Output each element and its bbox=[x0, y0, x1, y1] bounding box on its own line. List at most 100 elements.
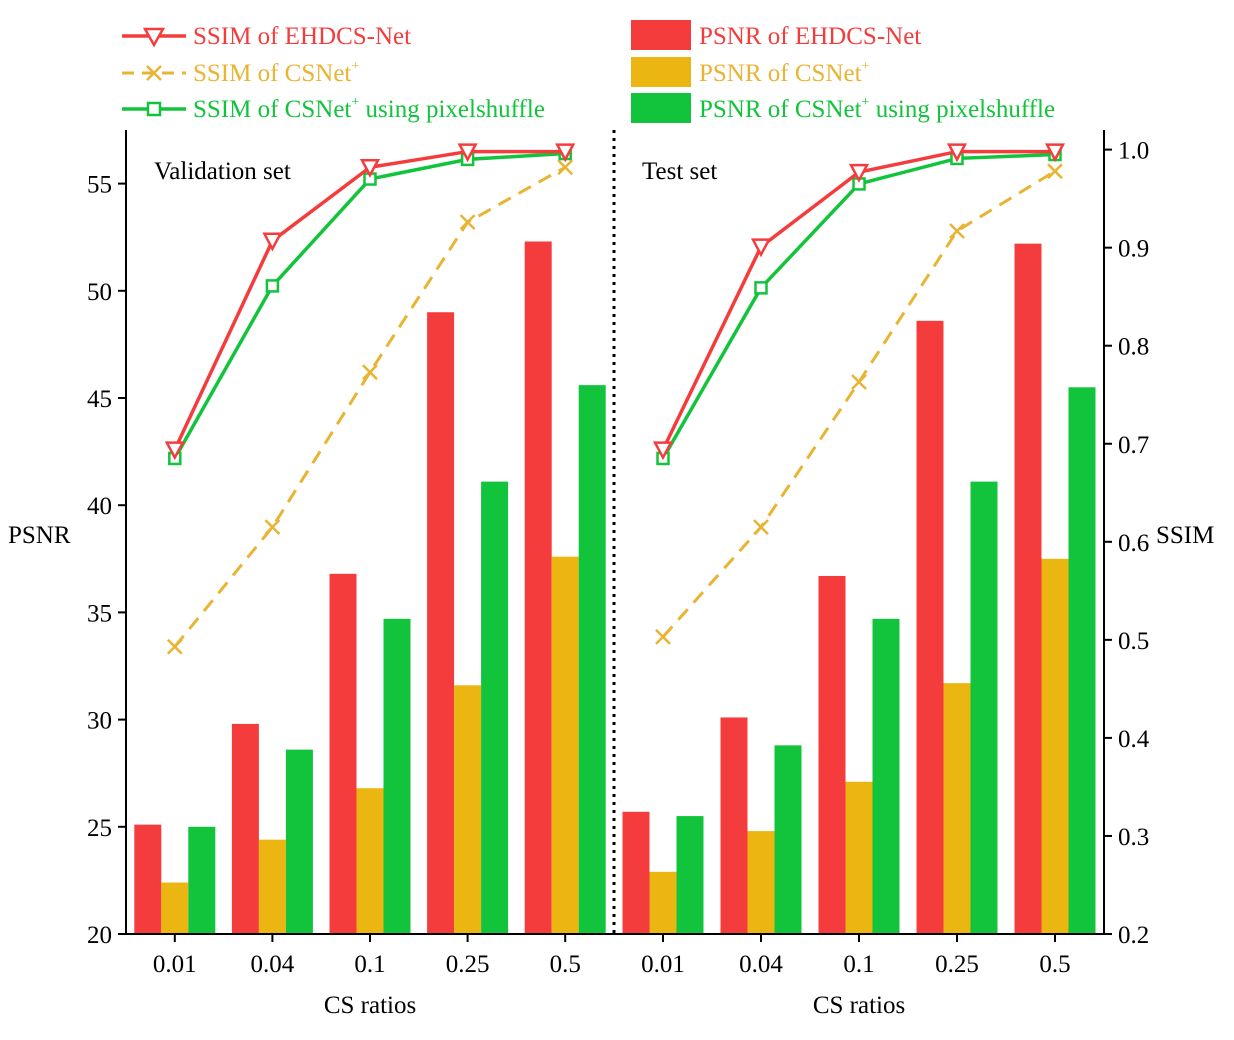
legend-label-ssim-pixelshuffle: SSIM of CSNet+ using pixelshuffle bbox=[193, 95, 545, 123]
line-ssim-csnet-point-1-2 bbox=[851, 374, 867, 390]
line-ssim-ehdcs-0 bbox=[173, 149, 566, 451]
line-ssim-ehdcs-point-0-4 bbox=[555, 143, 576, 163]
y-tick-label-2: 30 bbox=[87, 708, 112, 735]
y2-tick-label-0: 0.2 bbox=[1118, 922, 1149, 949]
line-ssim-pixelshuffle-point-1-1 bbox=[754, 281, 768, 295]
line-ssim-pixelshuffle-point-0-1 bbox=[265, 279, 280, 293]
line-ssim-ehdcs-point-1-0 bbox=[652, 441, 674, 461]
bar-psnr-ehdcs-1-4 bbox=[1014, 243, 1042, 934]
bar-psnr-pixelshuffle-1-3 bbox=[970, 481, 998, 934]
legend-label-psnr-pixelshuffle: PSNR of CSNet+ using pixelshuffle bbox=[699, 95, 1055, 123]
bar-psnr-csnet-0-1 bbox=[258, 839, 286, 934]
bar-psnr-csnet-1-2 bbox=[845, 781, 873, 934]
x-tick-label-1-0: 0.01 bbox=[641, 951, 685, 978]
y2-tick-label-8: 1.0 bbox=[1118, 138, 1149, 165]
y-tick-label-6: 50 bbox=[87, 279, 112, 306]
line-ssim-ehdcs-point-0-3 bbox=[457, 143, 478, 163]
plot-area: Validation set 0.01 0.04 0.1 0.25 0.5 CS ratio… bbox=[8, 130, 1214, 1019]
bar-psnr-csnet-1-0 bbox=[649, 871, 677, 934]
line-ssim-csnet-point-1-4 bbox=[1047, 163, 1063, 180]
bar-psnr-ehdcs-0-4 bbox=[524, 241, 552, 934]
legend-label-ssim-ehdcs: SSIM of EHDCS-Net bbox=[193, 23, 411, 50]
legend-swatch-psnr-ehdcs bbox=[631, 20, 691, 50]
line-ssim-ehdcs-point-0-1 bbox=[262, 232, 283, 252]
bar-psnr-csnet-1-1 bbox=[747, 831, 775, 934]
x-tick-label-1-1: 0.04 bbox=[739, 951, 783, 978]
legend-triangle-marker bbox=[142, 27, 166, 48]
legend-label-ssim-csnet: SSIM of CSNet+ bbox=[193, 59, 359, 87]
line-ssim-csnet-point-0-2 bbox=[362, 364, 378, 381]
bar-psnr-pixelshuffle-0-3 bbox=[481, 481, 509, 934]
panel-label-0: Validation set bbox=[154, 158, 291, 185]
x-axis-label-1: CS ratios bbox=[813, 992, 905, 1019]
bar-psnr-pixelshuffle-1-4 bbox=[1068, 387, 1096, 934]
bar-psnr-csnet-1-4 bbox=[1041, 558, 1069, 934]
legend-square-marker bbox=[146, 101, 162, 117]
y2-tick-label-4: 0.6 bbox=[1118, 530, 1149, 557]
line-ssim-csnet-0 bbox=[173, 165, 566, 648]
line-ssim-csnet-point-0-1 bbox=[264, 519, 281, 535]
y-tick-label-0: 20 bbox=[87, 922, 112, 949]
bar-psnr-csnet-0-3 bbox=[454, 685, 482, 934]
bar-psnr-ehdcs-0-2 bbox=[329, 573, 357, 934]
line-ssim-csnet-point-0-4 bbox=[557, 159, 574, 176]
legend-label-psnr-ehdcs: PSNR of EHDCS-Net bbox=[699, 23, 921, 50]
bar-psnr-csnet-0-0 bbox=[161, 882, 189, 934]
bar-psnr-ehdcs-1-3 bbox=[916, 320, 944, 934]
bar-psnr-csnet-0-4 bbox=[551, 556, 579, 934]
bar-psnr-csnet-1-3 bbox=[943, 683, 971, 934]
x-tick-label-1-2: 0.1 bbox=[843, 951, 874, 978]
line-ssim-ehdcs-point-0-2 bbox=[359, 159, 381, 178]
line-ssim-ehdcs-point-1-1 bbox=[750, 238, 772, 258]
legend-cross-marker bbox=[146, 65, 162, 81]
bar-psnr-ehdcs-0-3 bbox=[427, 312, 455, 934]
legend-label-psnr-csnet: PSNR of CSNet+ bbox=[699, 59, 870, 87]
y2-tick-label-2: 0.4 bbox=[1118, 726, 1150, 753]
line-ssim-csnet-point-0-0 bbox=[166, 638, 183, 655]
y-tick-label-1: 25 bbox=[87, 815, 112, 842]
y-tick-label-7: 55 bbox=[87, 172, 112, 199]
line-ssim-ehdcs-point-0-0 bbox=[164, 441, 185, 461]
line-ssim-ehdcs-point-1-2 bbox=[848, 163, 870, 183]
bar-psnr-csnet-0-2 bbox=[356, 788, 384, 934]
bar-psnr-pixelshuffle-0-1 bbox=[285, 749, 313, 934]
legend-swatch-psnr-pixelshuffle bbox=[631, 93, 691, 123]
x-tick-label-1-3: 0.25 bbox=[935, 951, 979, 978]
y2-tick-label-5: 0.7 bbox=[1118, 432, 1149, 459]
y2-tick-label-3: 0.5 bbox=[1118, 628, 1149, 655]
y-tick-label-3: 35 bbox=[87, 600, 112, 627]
line-ssim-pixelshuffle-1 bbox=[661, 152, 1056, 460]
bar-psnr-pixelshuffle-1-0 bbox=[676, 816, 704, 934]
line-ssim-ehdcs-1 bbox=[661, 149, 1055, 451]
y2-tick-label-6: 0.8 bbox=[1118, 334, 1149, 361]
bar-psnr-pixelshuffle-0-2 bbox=[383, 618, 411, 934]
x-tick-label-0-0: 0.01 bbox=[153, 951, 197, 978]
y2-tick-label-7: 0.9 bbox=[1118, 236, 1149, 263]
x-axis-label-0: CS ratios bbox=[324, 992, 416, 1019]
line-ssim-ehdcs-point-1-4 bbox=[1044, 143, 1066, 163]
bar-psnr-pixelshuffle-1-1 bbox=[774, 745, 802, 934]
line-ssim-csnet-point-1-0 bbox=[655, 629, 671, 645]
y2-axis-label: SSIM bbox=[1156, 522, 1214, 549]
line-ssim-csnet-point-1-1 bbox=[753, 519, 769, 535]
bar-psnr-ehdcs-0-1 bbox=[231, 723, 259, 934]
bar-psnr-ehdcs-1-2 bbox=[818, 575, 846, 934]
panel-label-1: Test set bbox=[642, 158, 717, 185]
bar-psnr-ehdcs-1-1 bbox=[720, 717, 748, 934]
line-ssim-ehdcs-point-1-3 bbox=[946, 143, 968, 163]
x-tick-label-0-3: 0.25 bbox=[446, 951, 490, 978]
legend-swatch-psnr-csnet bbox=[631, 57, 691, 87]
x-tick-label-0-1: 0.04 bbox=[251, 951, 295, 978]
bar-psnr-pixelshuffle-0-0 bbox=[188, 826, 216, 934]
y-tick-label-4: 40 bbox=[87, 493, 112, 520]
line-ssim-csnet-point-0-3 bbox=[459, 214, 476, 231]
legend: SSIM of EHDCS-Net SSIM of CSNet+ SSIM of… bbox=[122, 20, 1055, 123]
line-ssim-csnet-point-1-3 bbox=[949, 223, 965, 239]
y2-tick-label-1: 0.3 bbox=[1118, 824, 1149, 851]
y-tick-label-5: 45 bbox=[87, 386, 112, 413]
bar-psnr-ehdcs-1-0 bbox=[622, 811, 650, 934]
y-axis-label: PSNR bbox=[8, 522, 71, 549]
bar-psnr-pixelshuffle-1-2 bbox=[872, 618, 900, 934]
x-tick-label-0-4: 0.5 bbox=[550, 951, 581, 978]
x-tick-label-1-4: 0.5 bbox=[1039, 951, 1070, 978]
